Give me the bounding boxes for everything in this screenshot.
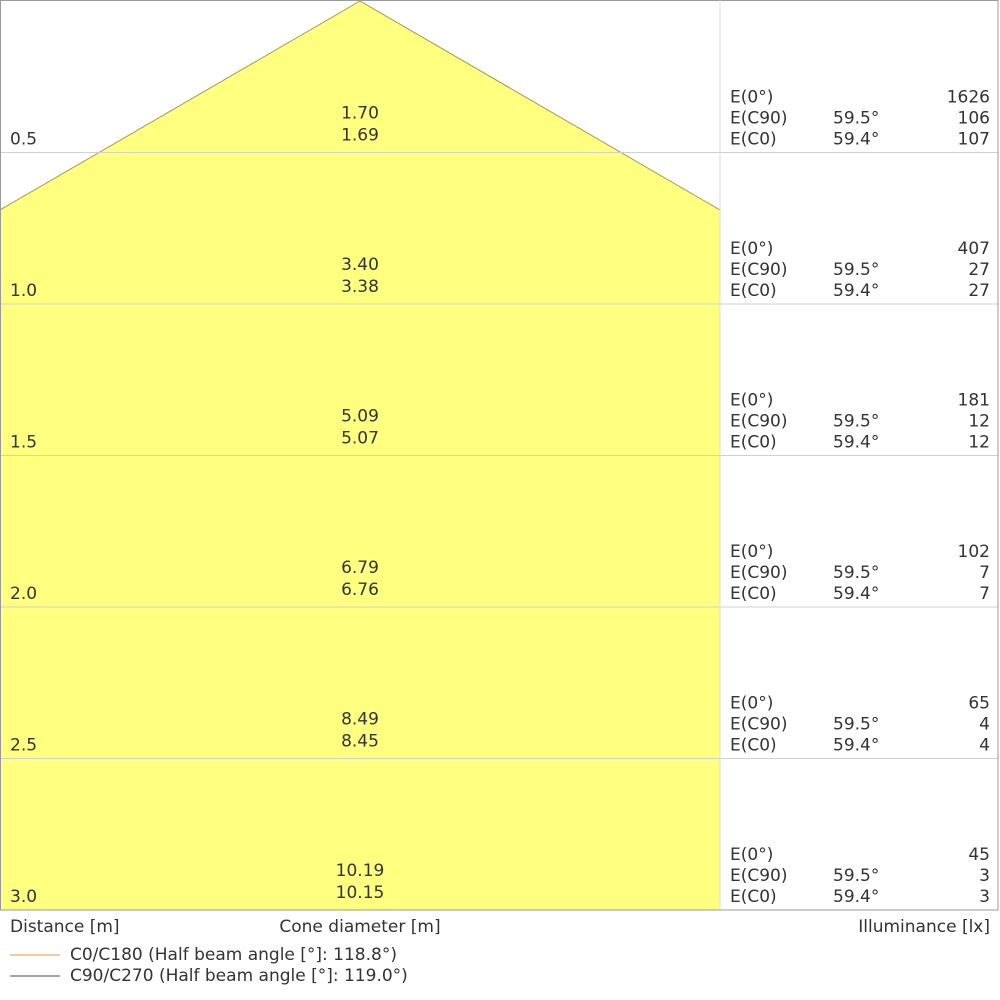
legend-entry: C0/C180 (Half beam angle [°]: 118.8°)	[70, 945, 397, 965]
x-axis-label: Distance [m]	[10, 917, 120, 937]
c90-angle: 59.5°	[833, 412, 879, 432]
diameter-c0-label: 6.76	[341, 580, 379, 600]
e-c0-label: E(C0)	[730, 130, 777, 150]
e-c0-label: E(C0)	[730, 281, 777, 301]
diameter-c0-label: 5.07	[341, 429, 379, 449]
e-c90-value: 4	[979, 715, 990, 735]
distance-label: 3.0	[10, 887, 37, 907]
illuminance-label: Illuminance [lx]	[858, 917, 990, 937]
c0-angle: 59.4°	[833, 887, 879, 907]
distance-label: 0.5	[10, 130, 37, 150]
e-c90-value: 7	[979, 563, 990, 583]
diameter-c0-label: 1.69	[341, 126, 379, 146]
cone-diameter-label: Cone diameter [m]	[279, 917, 440, 937]
e0-label: E(0°)	[730, 542, 773, 562]
distance-label: 2.0	[10, 584, 37, 604]
e-c0-value: 3	[979, 887, 990, 907]
c0-angle: 59.4°	[833, 433, 879, 453]
e-c90-label: E(C90)	[730, 260, 788, 280]
c90-angle: 59.5°	[833, 109, 879, 129]
e0-value: 102	[958, 542, 990, 562]
c0-angle: 59.4°	[833, 736, 879, 756]
e-c90-label: E(C90)	[730, 866, 788, 886]
distance-label: 1.5	[10, 433, 37, 453]
e-c90-value: 3	[979, 866, 990, 886]
e0-label: E(0°)	[730, 391, 773, 411]
e-c0-value: 107	[958, 130, 990, 150]
e0-value: 45	[968, 845, 990, 865]
e-c0-label: E(C0)	[730, 736, 777, 756]
e-c90-label: E(C90)	[730, 109, 788, 129]
diameter-c0-label: 3.38	[341, 277, 379, 297]
c0-angle: 59.4°	[833, 130, 879, 150]
diameter-c90-label: 10.19	[336, 861, 385, 881]
distance-label: 2.5	[10, 736, 37, 756]
e0-label: E(0°)	[730, 845, 773, 865]
diameter-c90-label: 6.79	[341, 558, 379, 578]
plot-border	[0, 0, 999, 911]
diameter-c90-label: 8.49	[341, 710, 379, 730]
e-c0-label: E(C0)	[730, 887, 777, 907]
diameter-c90-label: 5.09	[341, 407, 379, 427]
diameter-c90-label: 3.40	[341, 255, 379, 275]
e0-value: 181	[958, 391, 990, 411]
legend-entry: C90/C270 (Half beam angle [°]: 119.0°)	[70, 966, 408, 986]
e-c90-label: E(C90)	[730, 715, 788, 735]
e-c0-label: E(C0)	[730, 433, 777, 453]
diameter-c0-label: 8.45	[341, 732, 379, 752]
e0-label: E(0°)	[730, 239, 773, 259]
e0-label: E(0°)	[730, 88, 773, 108]
e0-value: 65	[968, 694, 990, 714]
c90-angle: 59.5°	[833, 563, 879, 583]
e-c0-label: E(C0)	[730, 584, 777, 604]
c0-angle: 59.4°	[833, 281, 879, 301]
e-c90-label: E(C90)	[730, 412, 788, 432]
distance-label: 1.0	[10, 281, 37, 301]
e0-value: 1626	[947, 88, 990, 108]
diameter-c0-label: 10.15	[336, 883, 385, 903]
e-c90-label: E(C90)	[730, 563, 788, 583]
diameter-c90-label: 1.70	[341, 104, 379, 124]
c90-angle: 59.5°	[833, 260, 879, 280]
e-c0-value: 7	[979, 584, 990, 604]
e-c0-value: 27	[968, 281, 990, 301]
e-c0-value: 12	[968, 433, 990, 453]
c0-angle: 59.4°	[833, 584, 879, 604]
e0-label: E(0°)	[730, 694, 773, 714]
e0-value: 407	[958, 239, 990, 259]
c90-angle: 59.5°	[833, 866, 879, 886]
e-c90-value: 12	[968, 412, 990, 432]
e-c0-value: 4	[979, 736, 990, 756]
e-c90-value: 27	[968, 260, 990, 280]
e-c90-value: 106	[958, 109, 990, 129]
c90-angle: 59.5°	[833, 715, 879, 735]
